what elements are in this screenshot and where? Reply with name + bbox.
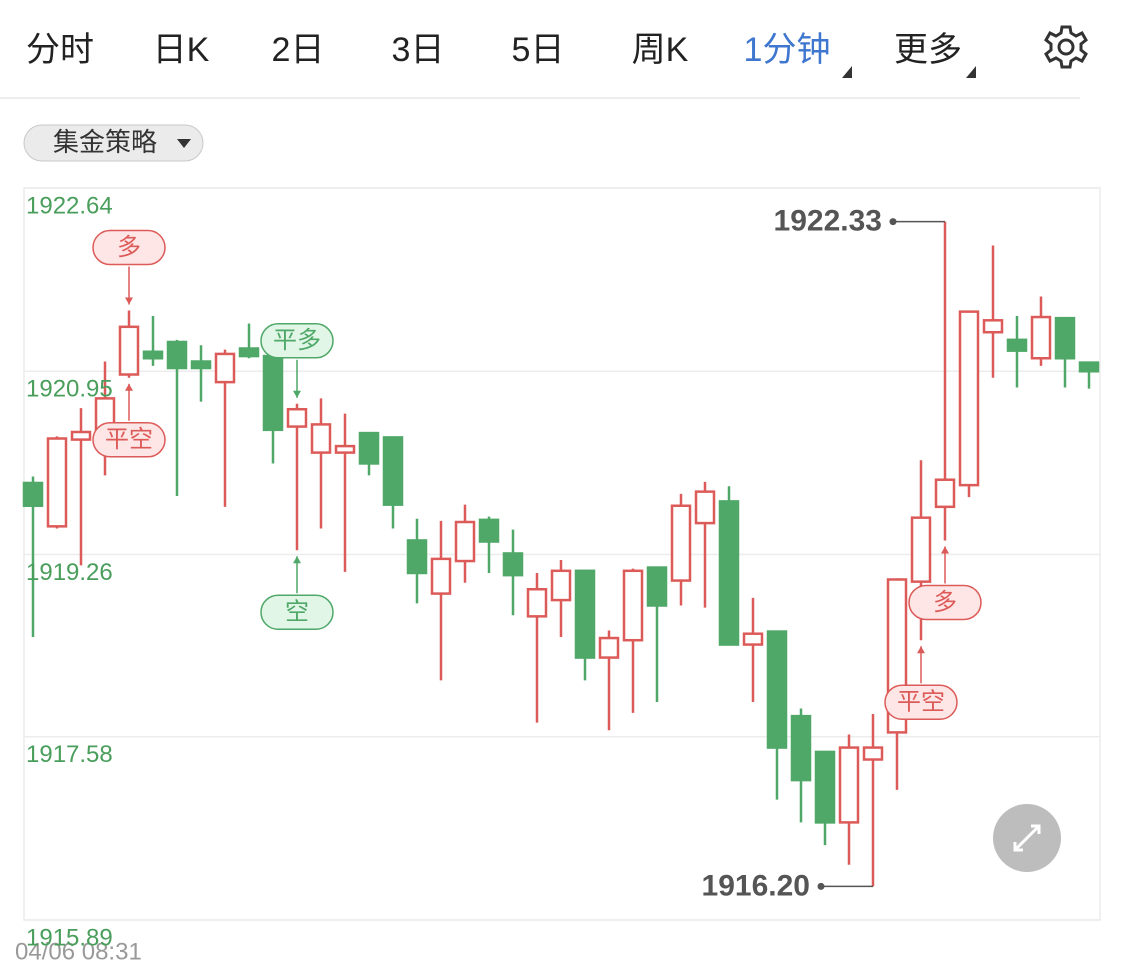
candle-body bbox=[598, 636, 620, 659]
extreme-dot bbox=[889, 218, 897, 226]
candle-body bbox=[118, 325, 140, 376]
candle-body bbox=[814, 750, 836, 824]
settings-icon[interactable] bbox=[1044, 25, 1088, 69]
signal-label: 平空 bbox=[105, 426, 153, 453]
candle-body bbox=[502, 552, 524, 577]
start-time: 04/06 08:31 bbox=[15, 938, 142, 965]
candle-body bbox=[574, 569, 596, 659]
y-tick-label: 1917.58 bbox=[26, 741, 113, 768]
signal-pill bbox=[908, 584, 982, 621]
tab[interactable]: 2日 bbox=[271, 31, 325, 69]
signal-label: 空 bbox=[285, 599, 309, 626]
signal-pill bbox=[92, 229, 166, 266]
candle-body bbox=[478, 518, 500, 543]
signal-pill bbox=[92, 422, 166, 458]
candle-body bbox=[46, 437, 68, 528]
candle-body bbox=[670, 504, 692, 582]
candle-body bbox=[406, 539, 428, 575]
signal-label: 平空 bbox=[897, 689, 945, 716]
strategy-dropdown[interactable]: 集金策略 bbox=[23, 124, 204, 162]
signal-arrowhead bbox=[917, 646, 925, 654]
candle-body bbox=[382, 436, 404, 506]
candle-body bbox=[790, 714, 812, 782]
signal-arrowhead bbox=[941, 546, 949, 554]
y-tick-label: 1915.89 bbox=[26, 924, 113, 951]
candle-body bbox=[622, 569, 644, 642]
signal-label: 多 bbox=[933, 589, 957, 616]
candle-body bbox=[334, 444, 356, 454]
menu-caret bbox=[842, 66, 852, 78]
candle-body bbox=[1078, 361, 1100, 373]
signal-arrowhead bbox=[293, 556, 301, 564]
candle-body bbox=[1030, 315, 1052, 360]
signal-label: 多 bbox=[117, 234, 141, 261]
tab[interactable]: 1分钟 bbox=[743, 31, 831, 69]
expand-button[interactable] bbox=[993, 804, 1061, 872]
tab[interactable]: 5日 bbox=[511, 31, 565, 69]
candle-body bbox=[934, 478, 956, 509]
candle-body bbox=[958, 310, 980, 487]
candle-body bbox=[862, 746, 884, 761]
candle-body bbox=[238, 347, 260, 358]
candle-body bbox=[910, 516, 932, 583]
signal-arrowhead bbox=[125, 383, 133, 391]
candle-body bbox=[838, 746, 860, 824]
extreme-dot bbox=[817, 882, 825, 890]
tab[interactable]: 3日 bbox=[391, 31, 445, 69]
candle-body bbox=[22, 481, 44, 507]
menu-caret bbox=[966, 66, 976, 78]
candle-body bbox=[718, 500, 740, 646]
candle-body bbox=[310, 423, 332, 454]
y-tick-label: 1922.64 bbox=[26, 192, 113, 219]
tab[interactable]: 更多 bbox=[894, 31, 962, 69]
candle-body bbox=[742, 632, 764, 646]
candle-body bbox=[214, 352, 236, 384]
extreme-label: 1916.20 bbox=[702, 869, 810, 902]
tab[interactable]: 周K bbox=[631, 31, 689, 69]
candle-body bbox=[1054, 316, 1076, 360]
candle-body bbox=[70, 430, 92, 441]
candle-body bbox=[1006, 338, 1028, 352]
candle-body bbox=[142, 350, 164, 360]
candle-body bbox=[550, 569, 572, 602]
signal-label: 平多 bbox=[273, 327, 321, 354]
y-tick-label: 1919.26 bbox=[26, 559, 113, 586]
candle-body bbox=[262, 354, 284, 432]
candle-body bbox=[646, 566, 668, 607]
candle-body bbox=[694, 490, 716, 525]
candle-body bbox=[526, 587, 548, 618]
y-tick-label: 1920.95 bbox=[26, 376, 113, 403]
extreme-label: 1922.33 bbox=[774, 205, 882, 238]
candle-body bbox=[982, 319, 1004, 334]
candle-body bbox=[454, 520, 476, 563]
signal-pill bbox=[884, 684, 958, 720]
dropdown-label: 集金策略 bbox=[53, 127, 157, 157]
candle-body bbox=[430, 557, 452, 595]
candle-body bbox=[190, 360, 212, 370]
signal-pill bbox=[260, 594, 334, 630]
signal-pill bbox=[260, 323, 334, 359]
candle-body bbox=[166, 340, 188, 370]
candle-body bbox=[766, 630, 788, 749]
signal-arrowhead bbox=[125, 297, 133, 305]
signal-arrowhead bbox=[293, 390, 301, 398]
candle-body bbox=[286, 407, 308, 428]
tab[interactable]: 分时 bbox=[26, 31, 94, 69]
candle-body bbox=[358, 431, 380, 465]
tab[interactable]: 日K bbox=[152, 31, 210, 69]
